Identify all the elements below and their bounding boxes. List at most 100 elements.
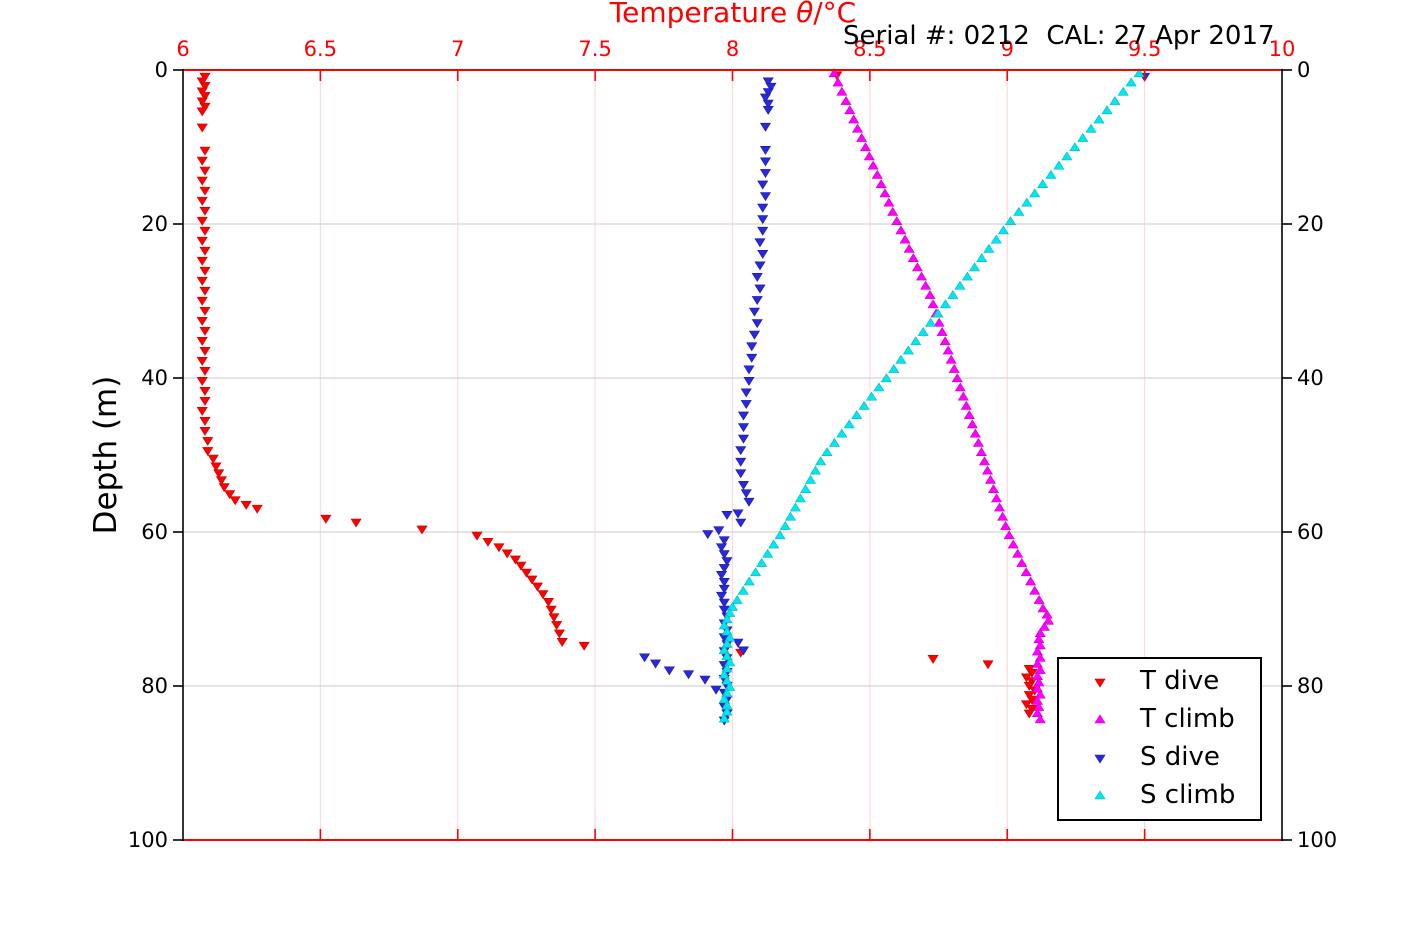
data-point <box>902 345 914 355</box>
data-point <box>1038 621 1050 631</box>
data-point <box>196 176 208 186</box>
data-point <box>732 638 744 648</box>
y-tick-label-right: 20 <box>1297 212 1324 236</box>
data-point <box>939 336 951 346</box>
data-point <box>1020 567 1032 577</box>
data-point <box>1026 668 1038 678</box>
theta-symbol: θ <box>796 0 814 29</box>
data-point <box>880 373 892 383</box>
data-point <box>888 363 900 373</box>
data-point <box>960 400 972 410</box>
data-point <box>843 419 855 429</box>
y-tick-label-right: 0 <box>1297 58 1310 82</box>
data-point <box>809 465 822 475</box>
data-point <box>821 447 833 456</box>
x-tick-label: 9 <box>1001 37 1014 61</box>
data-point <box>713 526 725 536</box>
data-point <box>1021 197 1033 207</box>
data-point <box>887 206 899 216</box>
data-point <box>737 411 750 421</box>
data-point <box>969 428 981 438</box>
data-point <box>196 77 208 87</box>
data-point <box>762 99 774 109</box>
series-s-dive <box>639 72 1151 726</box>
x-tick-label: 8 <box>726 37 739 61</box>
data-point <box>639 653 651 663</box>
data-point <box>927 299 939 309</box>
x-tick-label: 10 <box>1269 37 1296 61</box>
data-point <box>743 377 755 386</box>
data-point <box>350 518 362 528</box>
data-point <box>199 146 211 156</box>
data-point <box>737 423 750 433</box>
data-point <box>556 638 568 647</box>
data-point <box>765 82 777 92</box>
data-point <box>196 97 208 107</box>
data-point <box>933 317 945 327</box>
data-point <box>754 261 766 271</box>
data-point <box>895 225 907 235</box>
data-point <box>710 685 722 695</box>
y-tick-label-right: 80 <box>1297 674 1324 698</box>
data-point <box>948 363 960 373</box>
data-point <box>757 180 769 190</box>
data-point <box>910 336 922 346</box>
data-point <box>1125 77 1137 87</box>
data-point <box>757 226 769 236</box>
series-s-climb <box>718 68 1145 723</box>
data-point <box>836 86 848 96</box>
data-point <box>416 525 428 535</box>
data-point <box>199 427 211 436</box>
data-point <box>1037 179 1049 189</box>
data-point <box>1007 539 1019 549</box>
data-point <box>735 457 747 467</box>
legend-item-s-climb: S climb <box>1059 780 1260 811</box>
data-point <box>1023 681 1035 691</box>
data-point <box>865 391 878 401</box>
data-point <box>828 68 840 78</box>
data-point <box>578 641 590 651</box>
data-point <box>718 536 730 546</box>
data-point <box>1029 585 1041 595</box>
data-point <box>199 166 211 176</box>
data-point <box>851 410 863 420</box>
data-point <box>879 188 891 198</box>
data-point <box>526 575 538 585</box>
data-point <box>1053 160 1065 170</box>
data-point <box>757 249 769 259</box>
y-tick-label-left: 20 <box>141 212 168 236</box>
legend-label: T dive <box>1140 666 1220 697</box>
data-point <box>1026 695 1038 705</box>
data-point <box>759 169 772 178</box>
data-point <box>721 510 733 520</box>
data-point <box>895 354 907 364</box>
data-point <box>735 518 747 528</box>
x-tick-label: 8.5 <box>853 37 886 61</box>
data-point <box>867 160 879 170</box>
data-point <box>978 456 990 466</box>
data-point <box>1037 603 1049 613</box>
data-point <box>759 157 772 167</box>
data-point <box>994 502 1006 512</box>
data-point <box>954 382 966 392</box>
data-point <box>196 296 208 306</box>
data-point <box>1005 216 1017 225</box>
data-point <box>963 410 975 420</box>
data-point <box>975 447 987 456</box>
gridlines <box>183 70 1282 840</box>
data-point <box>199 286 211 296</box>
data-point <box>746 342 758 352</box>
data-point <box>482 537 494 547</box>
data-point <box>196 316 208 326</box>
data-point <box>699 675 711 685</box>
legend-marker-shape <box>1094 678 1106 688</box>
data-point <box>748 330 761 340</box>
y-tick-label-left: 60 <box>141 520 168 544</box>
data-point <box>748 307 761 317</box>
data-point <box>199 82 211 91</box>
data-point <box>1133 68 1145 78</box>
y-tick-label-left: 100 <box>128 828 168 852</box>
data-point <box>863 151 875 161</box>
data-point <box>1013 206 1025 216</box>
